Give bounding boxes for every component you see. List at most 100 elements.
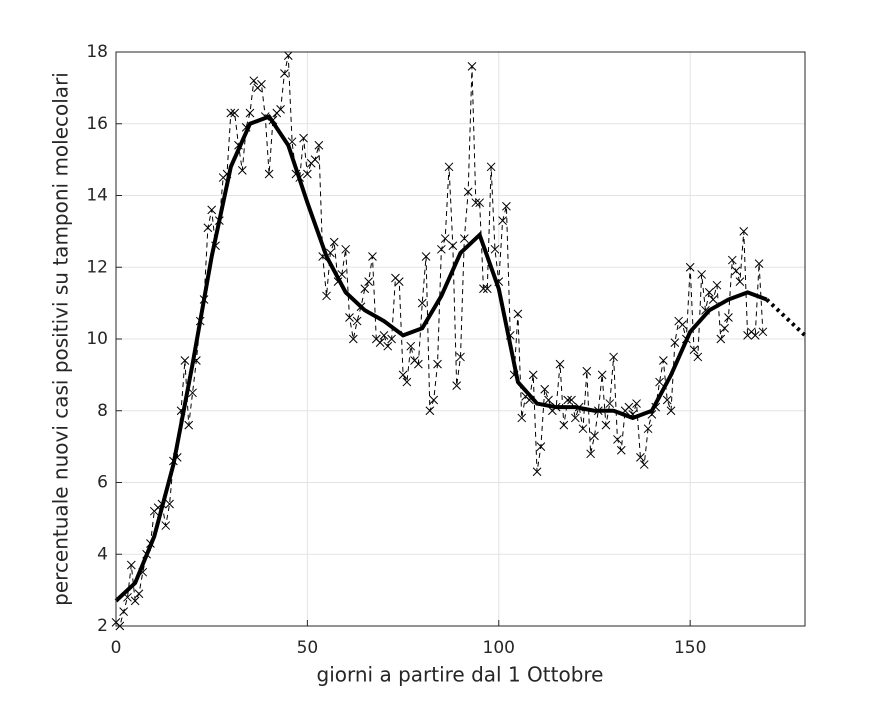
x-marker [283, 51, 293, 60]
x-marker [383, 341, 393, 351]
x-marker [559, 420, 569, 430]
x-marker [735, 277, 745, 286]
x-marker [352, 316, 362, 326]
x-marker [643, 424, 653, 434]
x-marker [479, 284, 488, 294]
x-tick-label: 0 [111, 638, 122, 658]
x-marker [452, 381, 462, 390]
x-marker [482, 284, 492, 294]
x-marker [402, 377, 412, 387]
x-marker [184, 420, 194, 430]
x-marker [406, 341, 416, 351]
x-marker [597, 370, 607, 380]
x-marker [490, 244, 500, 254]
x-marker [257, 79, 266, 89]
y-tick-label: 10 [86, 329, 108, 349]
x-marker [720, 323, 729, 333]
x-marker [134, 589, 144, 599]
x-marker [724, 313, 733, 322]
x-marker [341, 244, 351, 254]
x-marker [226, 108, 236, 118]
x-marker [659, 356, 668, 365]
x-marker [613, 435, 622, 444]
x-marker [590, 431, 599, 441]
y-tick-label: 12 [86, 257, 108, 277]
x-marker [471, 198, 481, 208]
x-marker [440, 234, 450, 243]
line-series [114, 114, 768, 603]
y-tick-label: 2 [97, 616, 108, 636]
x-marker [180, 356, 190, 365]
x-marker [188, 388, 197, 398]
x-marker [697, 270, 707, 279]
x-marker [712, 280, 722, 290]
y-tick-label: 8 [97, 401, 108, 421]
x-marker [586, 449, 595, 459]
x-marker [486, 162, 496, 172]
x-marker [203, 223, 213, 233]
x-marker [582, 366, 592, 376]
x-marker [448, 241, 458, 251]
x-marker [475, 198, 484, 208]
x-marker [513, 309, 523, 319]
x-marker [536, 442, 546, 451]
x-marker [502, 201, 511, 211]
x-marker [544, 395, 553, 405]
x-marker [689, 345, 699, 355]
x-marker [601, 420, 611, 430]
x-marker [414, 359, 423, 369]
x-marker [678, 320, 687, 330]
y-tick-label: 6 [97, 473, 108, 493]
x-marker [636, 453, 645, 462]
y-axis-label: percentuale nuovi casi positivi su tampo… [49, 72, 73, 606]
x-marker [655, 377, 664, 387]
x-marker [632, 399, 641, 408]
x-marker [249, 76, 259, 86]
x-marker [329, 237, 339, 247]
x-marker [609, 352, 618, 362]
x-marker [517, 413, 527, 423]
x-marker [555, 359, 565, 369]
x-marker [716, 334, 726, 344]
x-marker [456, 352, 465, 362]
x-marker [276, 105, 285, 114]
x-marker [368, 252, 377, 261]
x-tick-label: 50 [297, 638, 319, 658]
x-marker [303, 169, 312, 179]
y-tick-label: 14 [86, 186, 108, 206]
x-marker [245, 108, 255, 118]
x-marker [429, 395, 439, 405]
x-marker [360, 284, 370, 294]
x-marker [639, 460, 649, 469]
x-marker [387, 334, 396, 344]
x-marker [498, 216, 507, 225]
x-marker [237, 166, 247, 175]
x-marker [379, 331, 389, 340]
x-marker [345, 313, 354, 322]
x-marker [754, 259, 764, 269]
x-marker [310, 155, 320, 164]
x-marker [567, 395, 576, 405]
x-marker [624, 402, 634, 412]
x-marker [616, 445, 626, 455]
x-marker [375, 338, 385, 347]
x-tick-label: 150 [674, 638, 706, 658]
x-marker [693, 352, 703, 362]
x-marker [126, 560, 136, 570]
x-marker [750, 331, 760, 340]
y-tick-label: 16 [86, 114, 108, 134]
x-marker [130, 596, 140, 606]
x-marker [731, 266, 741, 276]
x-marker [708, 295, 718, 304]
x-marker [727, 255, 737, 265]
y-tick-label: 4 [97, 544, 108, 564]
x-marker [161, 521, 171, 530]
x-marker [540, 384, 550, 394]
x-marker [662, 395, 672, 405]
x-marker [758, 327, 768, 337]
x-marker [670, 338, 680, 347]
x-marker [570, 413, 580, 423]
line-series [765, 298, 807, 337]
x-marker [322, 291, 331, 301]
x-marker [299, 133, 308, 143]
